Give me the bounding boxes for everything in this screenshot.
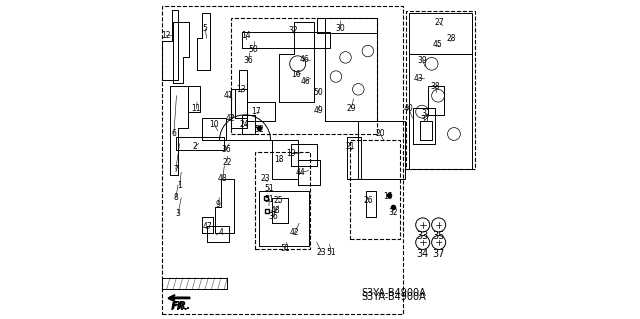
Bar [162, 6, 403, 314]
Text: 8: 8 [173, 193, 178, 202]
Text: 31: 31 [420, 115, 430, 124]
Text: 26: 26 [363, 197, 372, 205]
Text: 44: 44 [296, 168, 306, 177]
Text: 45: 45 [432, 40, 442, 49]
Bar [255, 152, 310, 249]
Text: 6: 6 [172, 130, 177, 138]
Text: 14: 14 [241, 31, 251, 40]
Text: 52: 52 [255, 125, 264, 134]
Text: 16: 16 [291, 70, 301, 79]
Text: 31: 31 [421, 109, 431, 118]
Text: 7: 7 [173, 165, 179, 174]
Text: 10: 10 [209, 120, 219, 129]
Text: 36: 36 [221, 145, 231, 154]
Text: 49: 49 [314, 106, 324, 115]
Text: 41: 41 [223, 91, 233, 100]
Text: 32: 32 [388, 208, 397, 217]
Text: 9: 9 [216, 200, 220, 209]
Text: S3YA-B4900A: S3YA-B4900A [361, 288, 426, 299]
Text: 12: 12 [161, 31, 171, 40]
Text: 42: 42 [290, 228, 300, 237]
Text: 2: 2 [193, 142, 197, 151]
Text: 30: 30 [335, 24, 345, 33]
Bar [350, 140, 400, 239]
Text: 1: 1 [177, 181, 182, 189]
Text: 48: 48 [271, 206, 280, 215]
Bar [406, 11, 475, 169]
Text: 5: 5 [203, 24, 207, 33]
Text: 19: 19 [287, 149, 296, 158]
Text: 46: 46 [301, 77, 310, 86]
Text: 32: 32 [288, 26, 298, 35]
Text: 36: 36 [269, 212, 278, 221]
Text: 24: 24 [239, 120, 249, 129]
Text: 15: 15 [383, 192, 392, 201]
Bar [230, 18, 378, 134]
Text: 51: 51 [326, 248, 336, 256]
Text: 23: 23 [317, 248, 326, 256]
Text: 21: 21 [345, 142, 355, 151]
Text: 51: 51 [264, 184, 274, 193]
Text: 25: 25 [274, 197, 284, 205]
Text: 28: 28 [447, 34, 456, 43]
Text: 29: 29 [346, 104, 356, 113]
Text: 11: 11 [191, 104, 201, 113]
Text: 40: 40 [404, 104, 413, 113]
Text: 38: 38 [431, 82, 440, 91]
Text: 51: 51 [280, 244, 290, 253]
Text: 50: 50 [314, 88, 324, 97]
Text: 34: 34 [417, 249, 429, 259]
Text: 17: 17 [252, 107, 261, 116]
Text: 36: 36 [243, 56, 253, 65]
Text: 46: 46 [299, 55, 309, 63]
Text: 47: 47 [203, 222, 212, 231]
Text: 3: 3 [175, 209, 180, 218]
Text: 18: 18 [274, 155, 284, 164]
Text: 37: 37 [433, 249, 445, 259]
Text: 33: 33 [417, 231, 429, 241]
Text: 51: 51 [264, 195, 274, 204]
Text: S3YA-B4900A: S3YA-B4900A [361, 292, 426, 302]
Text: 23: 23 [260, 174, 269, 183]
Text: 22: 22 [222, 158, 232, 167]
Text: FR.: FR. [172, 301, 191, 311]
Text: 13: 13 [236, 85, 246, 94]
Text: FR.: FR. [171, 302, 189, 312]
Text: 35: 35 [433, 231, 445, 241]
Text: 27: 27 [434, 18, 444, 27]
Text: 4: 4 [219, 228, 223, 237]
Text: 39: 39 [418, 56, 428, 65]
Text: 42: 42 [225, 114, 235, 122]
Text: 43: 43 [413, 74, 423, 83]
Text: 50: 50 [249, 45, 259, 54]
Text: 48: 48 [218, 174, 227, 183]
Text: 20: 20 [375, 130, 385, 138]
